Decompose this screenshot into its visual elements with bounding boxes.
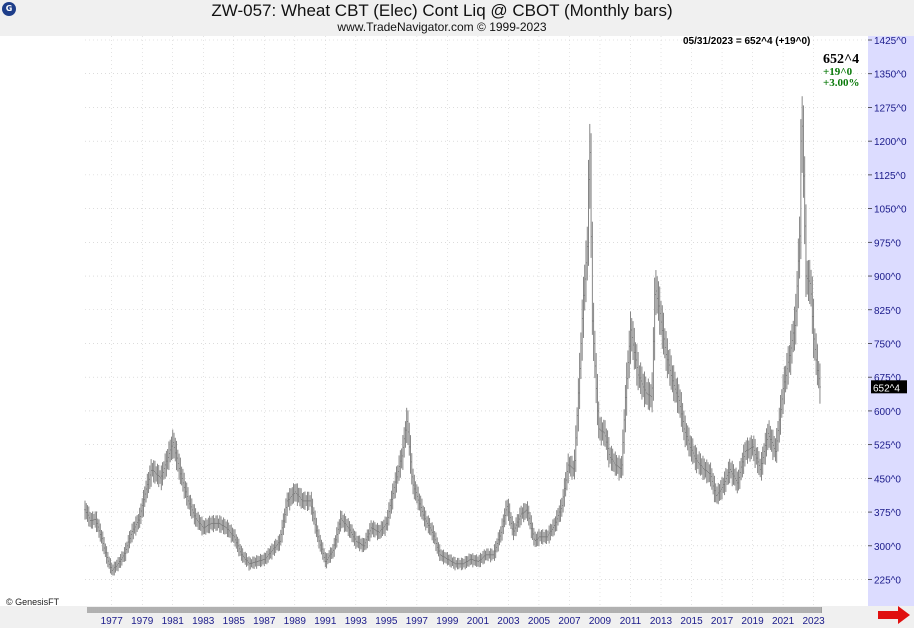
y-tick-label: 1125^0 (874, 171, 906, 182)
y-tick-label: 675^0 (874, 373, 901, 384)
x-tick-label: 2021 (772, 616, 795, 627)
scrollbar-track (87, 607, 822, 613)
arrow-shape (878, 606, 910, 624)
last-price-tag-box (871, 380, 907, 394)
x-tick-label: 2011 (620, 616, 642, 627)
x-tick-label: 2023 (802, 616, 825, 627)
last-price-tag: 652^4 (871, 380, 907, 394)
last-price-tag-label: 652^4 (873, 383, 900, 394)
scroll-right-arrow-icon[interactable] (878, 606, 910, 624)
x-tick-label: 1997 (406, 616, 429, 627)
y-tick-label: 900^0 (874, 272, 901, 283)
y-tick-label: 1200^0 (874, 137, 907, 148)
x-tick-label: 2015 (680, 616, 703, 627)
x-tick-label: 1995 (375, 616, 398, 627)
y-tick-label: 975^0 (874, 238, 901, 249)
cursor-readout: 05/31/2023 = 652^4 (+19^0) (683, 36, 811, 47)
x-tick-label: 1981 (162, 616, 185, 627)
x-tick-label: 1983 (192, 616, 215, 627)
y-tick-label: 1350^0 (874, 70, 907, 81)
y-tick-label: 525^0 (874, 441, 901, 452)
price-change: +19^0 (823, 66, 853, 78)
x-tick-label: 2001 (467, 616, 490, 627)
x-tick-label: 2017 (711, 616, 734, 627)
y-tick-label: 300^0 (874, 542, 901, 553)
y-tick-label: 1275^0 (874, 103, 907, 114)
x-tick-label: 2019 (741, 616, 764, 627)
y-tick-label: 750^0 (874, 339, 901, 350)
left-margin (0, 36, 85, 606)
x-tick-labels: 1977 1979 1981 1983 1985 1987 1989 1991 1993 1995… (101, 616, 826, 627)
x-tick-label: 2009 (589, 616, 612, 627)
x-tick-label: 1977 (101, 616, 124, 627)
y-tick-labels: 1425^0 1350^0 1275^0 1200^0 1125^0 1050^0 975^… (868, 36, 907, 587)
price-axis[interactable] (868, 36, 914, 606)
y-tick-label: 825^0 (874, 306, 901, 317)
x-tick-label: 1999 (436, 616, 459, 627)
genesis-logo-icon: G (2, 2, 16, 16)
price-bars (84, 96, 821, 576)
x-tick-label: 1979 (131, 616, 154, 627)
last-price: 652^4 (823, 52, 860, 67)
x-tick-label: 1985 (223, 616, 246, 627)
x-tick-label: 2005 (528, 616, 551, 627)
y-tick-label: 1425^0 (874, 36, 907, 47)
x-tick-label: 2013 (650, 616, 673, 627)
y-tick-label: 375^0 (874, 508, 901, 519)
y-tick-label: 600^0 (874, 407, 901, 418)
x-tick-label: 2007 (558, 616, 581, 627)
y-tick-label: 1050^0 (874, 205, 907, 216)
chart-title: ZW-057: Wheat CBT (Elec) Cont Liq @ CBOT… (211, 1, 673, 20)
percent-change: +3.00% (823, 77, 860, 89)
x-tick-label: 1989 (284, 616, 307, 627)
chart-header: G ZW-057: Wheat CBT (Elec) Cont Liq @ CB… (0, 0, 914, 36)
y-tick-label: 450^0 (874, 474, 901, 485)
x-tick-label: 1991 (314, 616, 337, 627)
copyright-text: © GenesisFT (6, 597, 60, 607)
timeline-scrollbar (87, 607, 822, 613)
plot-area[interactable] (85, 36, 868, 606)
grid-lines (85, 36, 868, 606)
y-tick-label: 225^0 (874, 576, 901, 587)
chart-subtitle: www.TradeNavigator.com © 1999-2023 (337, 20, 547, 34)
x-tick-label: 1987 (253, 616, 276, 627)
x-tick-label: 2003 (497, 616, 520, 627)
x-tick-label: 1993 (345, 616, 368, 627)
